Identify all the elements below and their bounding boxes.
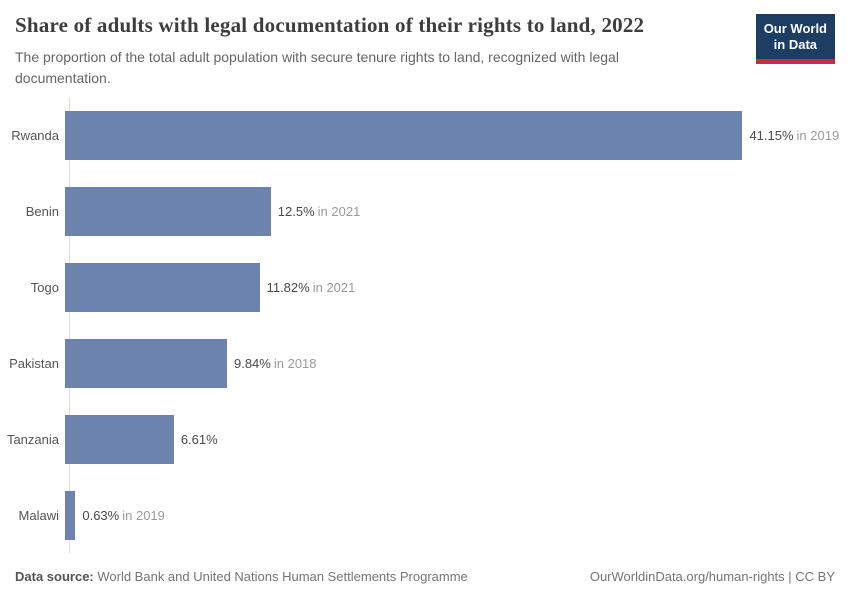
value-label: 6.61% <box>181 432 221 447</box>
year-label: in 2019 <box>122 507 165 523</box>
country-label: Malawi <box>18 507 59 523</box>
year-label: in 2021 <box>317 204 361 220</box>
bar-area: 0.63% in 2019 <box>65 490 850 540</box>
value-label: 11.82% in 2021 <box>267 280 356 295</box>
bar[interactable] <box>65 414 174 464</box>
bar-row: Malawi 0.63% in 2019 <box>0 477 850 553</box>
bar-area: 11.82% in 2021 <box>65 263 850 313</box>
value-label: 0.63% in 2019 <box>82 508 165 523</box>
value-text: 41.15% <box>749 128 794 144</box>
bar[interactable] <box>65 111 743 161</box>
value-text: 11.82% <box>266 280 310 296</box>
header-text: Share of adults with legal documentation… <box>15 13 685 89</box>
bar-row: Rwanda 41.15% in 2019 <box>0 98 850 174</box>
owid-logo-line1: Our World <box>763 21 827 36</box>
year-label: in 2021 <box>312 280 356 296</box>
value-text: 12.5% <box>277 204 315 220</box>
chart-subtitle: The proportion of the total adult popula… <box>15 49 619 86</box>
bar-area: 12.5% in 2021 <box>65 187 850 237</box>
country-label: Tanzania <box>6 431 59 447</box>
chart-footer: Data source: World Bank and United Natio… <box>0 553 850 600</box>
country-label: Benin <box>25 204 59 220</box>
country-label: Pakistan <box>9 355 59 371</box>
bar-rows: Rwanda 41.15% in 2019 Benin 12.5% in 2021 … <box>0 98 850 553</box>
bar[interactable] <box>65 187 271 237</box>
bar-area: 9.84% in 2018 <box>65 338 850 388</box>
bar-row: Pakistan 9.84% in 2018 <box>0 325 850 401</box>
bar-row: Togo 11.82% in 2021 <box>0 250 850 326</box>
value-text: 0.63% <box>82 507 120 523</box>
value-text: 6.61% <box>180 431 218 447</box>
bar[interactable] <box>65 490 76 540</box>
year-label: in 2019 <box>796 128 840 144</box>
bar-chart: Rwanda 41.15% in 2019 Benin 12.5% in 2021 … <box>0 98 850 553</box>
data-source-text: World Bank and United Nations Human Sett… <box>93 569 468 584</box>
year-label: in 2018 <box>273 355 317 371</box>
chart-title: Share of adults with legal documentation… <box>15 13 645 37</box>
value-label: 9.84% in 2018 <box>234 356 317 371</box>
bar-area: 41.15% in 2019 <box>65 111 850 161</box>
owid-logo-line2: in Data <box>773 37 818 53</box>
y-axis-line <box>69 98 70 553</box>
owid-logo: Our World in Data <box>755 14 835 64</box>
value-label: 41.15% in 2019 <box>749 128 839 143</box>
bar-area: 6.61% <box>65 414 850 464</box>
country-label: Togo <box>30 280 59 296</box>
value-text: 9.84% <box>233 355 271 371</box>
bar-row: Tanzania 6.61% <box>0 401 850 477</box>
owid-credit: OurWorldinData.org/human-rights | CC BY <box>589 569 835 584</box>
data-source-label: Data source: <box>15 569 94 584</box>
bar[interactable] <box>65 263 260 313</box>
bar-row: Benin 12.5% in 2021 <box>0 174 850 250</box>
data-source: Data source: World Bank and United Natio… <box>15 569 468 600</box>
chart-header: Share of adults with legal documentation… <box>0 0 850 89</box>
country-label: Rwanda <box>11 128 59 144</box>
value-label: 12.5% in 2021 <box>278 204 361 219</box>
bar[interactable] <box>65 338 227 388</box>
